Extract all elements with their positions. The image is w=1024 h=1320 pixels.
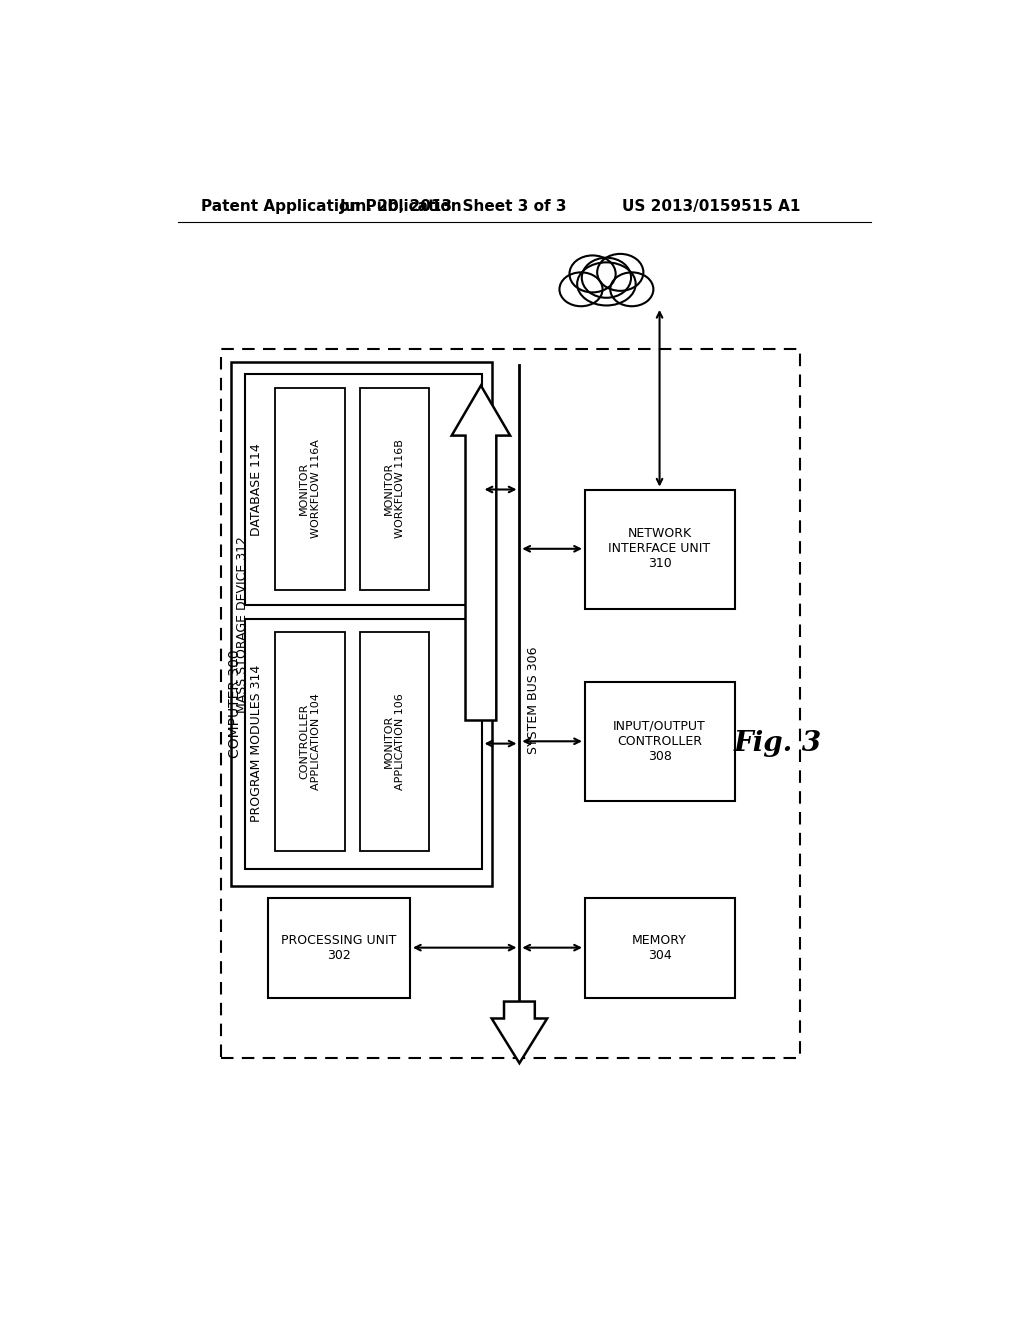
Polygon shape [452,385,510,721]
Text: MASS STORAGE DEVICE 312: MASS STORAGE DEVICE 312 [236,536,249,713]
Text: MEMORY
304: MEMORY 304 [632,933,687,962]
Ellipse shape [582,257,631,298]
Bar [585,490,735,609]
Text: NETWORK
318: NETWORK 318 [578,273,635,294]
Text: MONITOR
WORKFLOW 116B: MONITOR WORKFLOW 116B [384,440,406,539]
Bar [585,682,735,801]
Text: PROGRAM MODULES 314: PROGRAM MODULES 314 [250,665,262,822]
Text: PROCESSING UNIT
302: PROCESSING UNIT 302 [281,933,396,962]
Text: INPUT/OUTPUT
CONTROLLER
308: INPUT/OUTPUT CONTROLLER 308 [613,719,706,763]
Text: Patent Application Publication: Patent Application Publication [202,198,462,214]
Text: MONITOR
WORKFLOW 116A: MONITOR WORKFLOW 116A [299,440,321,539]
Text: US 2013/0159515 A1: US 2013/0159515 A1 [623,198,801,214]
Text: NETWORK
INTERFACE UNIT
310: NETWORK INTERFACE UNIT 310 [608,527,711,570]
Text: MONITOR
APPLICATION 106: MONITOR APPLICATION 106 [384,693,406,789]
Bar [245,374,481,605]
Bar [275,388,345,590]
Ellipse shape [610,272,653,306]
Text: SYSTEM BUS 306: SYSTEM BUS 306 [526,647,540,754]
Bar [267,898,410,998]
Bar [245,619,481,869]
Ellipse shape [597,253,643,290]
Ellipse shape [559,272,602,306]
Bar [275,632,345,851]
Bar [360,388,429,590]
Ellipse shape [578,263,636,305]
Ellipse shape [569,256,615,293]
Bar [360,632,429,851]
Text: CONTROLLER
APPLICATION 104: CONTROLLER APPLICATION 104 [299,693,321,789]
Text: Jun. 20, 2013  Sheet 3 of 3: Jun. 20, 2013 Sheet 3 of 3 [340,198,567,214]
Bar [585,898,735,998]
Text: COMPUTER 300: COMPUTER 300 [228,649,243,758]
Polygon shape [492,1002,547,1063]
Text: DATABASE 114: DATABASE 114 [250,444,262,536]
Bar [230,363,493,886]
Bar [221,350,801,1057]
Text: Fig. 3: Fig. 3 [733,730,821,758]
